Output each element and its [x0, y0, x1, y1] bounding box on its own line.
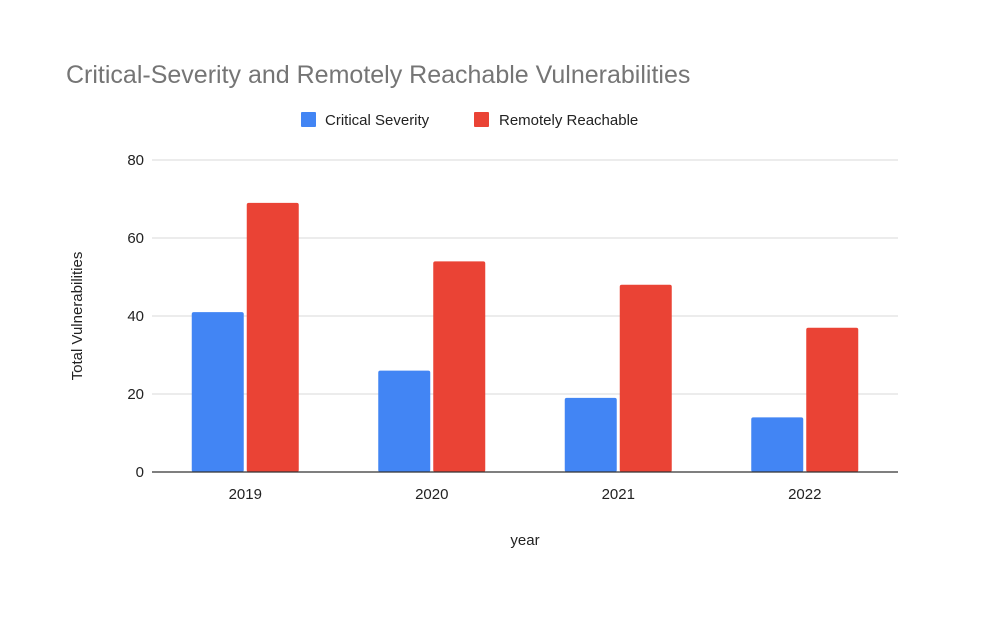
chart-title: Critical-Severity and Remotely Reachable… [66, 61, 690, 89]
y-tick-label-40: 40 [127, 308, 144, 325]
x-axis-ticks: 2019 2020 2021 2022 [229, 486, 822, 503]
x-tick-label-2019: 2019 [229, 486, 262, 503]
y-tick-label-20: 20 [127, 386, 144, 403]
x-tick-label-2021: 2021 [602, 486, 635, 503]
x-tick-label-2020: 2020 [415, 486, 448, 503]
x-tick-label-2022: 2022 [788, 486, 821, 503]
legend-label-remotely-reachable: Remotely Reachable [499, 112, 638, 129]
y-axis-ticks: 0 20 40 60 80 [127, 152, 144, 481]
bar-remotely-reachable-2021 [619, 284, 672, 472]
bar-critical-severity-2020 [378, 370, 431, 472]
bars [191, 202, 859, 472]
legend-swatch-critical-severity [301, 112, 316, 127]
y-axis-label: Total Vulnerabilities [69, 252, 86, 381]
legend-label-critical-severity: Critical Severity [325, 112, 430, 129]
bar-remotely-reachable-2019 [246, 202, 299, 472]
bar-critical-severity-2021 [564, 397, 617, 472]
legend: Critical Severity Remotely Reachable [301, 112, 638, 129]
y-tick-label-60: 60 [127, 230, 144, 247]
y-tick-label-80: 80 [127, 152, 144, 169]
bar-remotely-reachable-2022 [806, 327, 859, 472]
bar-critical-severity-2019 [191, 312, 244, 472]
y-tick-label-0: 0 [136, 464, 144, 481]
legend-swatch-remotely-reachable [474, 112, 489, 127]
bar-critical-severity-2022 [751, 417, 804, 472]
bar-remotely-reachable-2020 [433, 261, 486, 472]
x-axis-label: year [510, 532, 539, 549]
